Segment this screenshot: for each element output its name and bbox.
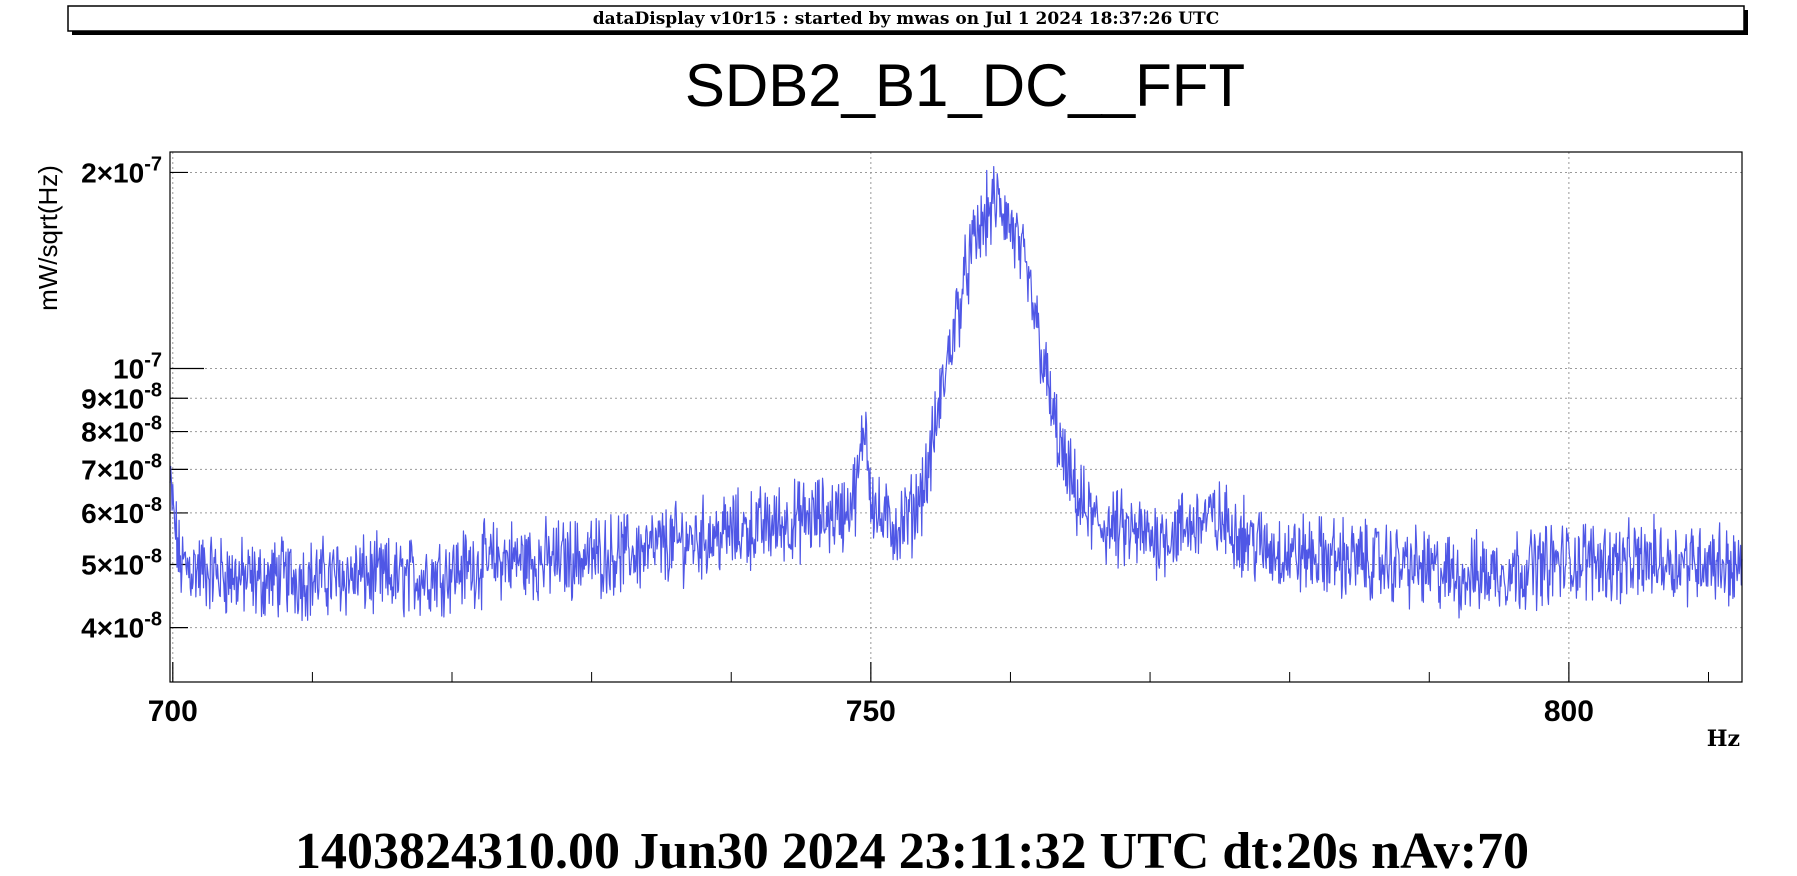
plot-frame [169, 151, 1743, 683]
fft-series-line [169, 165, 1743, 622]
y-axis-label: mW/sqrt(Hz) [33, 165, 63, 311]
y-tick-label: 4×10-8 [81, 609, 162, 644]
y-tick-label: 8×10-8 [81, 413, 162, 448]
header-box [67, 5, 1745, 32]
y-tick-label: 6×10-8 [81, 494, 162, 529]
x-axis-label: Hz [1707, 726, 1740, 752]
y-tick-label: 5×10-8 [81, 545, 162, 580]
y-tick-label: 7×10-8 [81, 450, 162, 485]
y-tick-label: 10-7 [113, 349, 162, 384]
grid-layer [170, 152, 1742, 682]
y-tick-labels: 4×10-8 5×10-8 6×10-8 7×10-88×10-89×10-810-7… [81, 153, 162, 643]
footer-timestamp: 1403824310.00 Jun30 2024 23:11:32 UTC dt… [295, 823, 1529, 876]
plot-area [169, 151, 1743, 683]
header-text: dataDisplay v10r15 : started by mwas on … [593, 9, 1219, 29]
x-tick-label: 750 [846, 695, 896, 728]
y-tick-label: 2×10-7 [81, 153, 162, 188]
chart-title: SDB2_B1_DC__FFT [685, 52, 1245, 119]
x-tick-label: 800 [1544, 695, 1594, 728]
x-tick-label: 700 [148, 695, 198, 728]
y-tick-label: 9×10-8 [81, 379, 162, 414]
x-tick-labels: 700 750 800 [148, 695, 1594, 728]
